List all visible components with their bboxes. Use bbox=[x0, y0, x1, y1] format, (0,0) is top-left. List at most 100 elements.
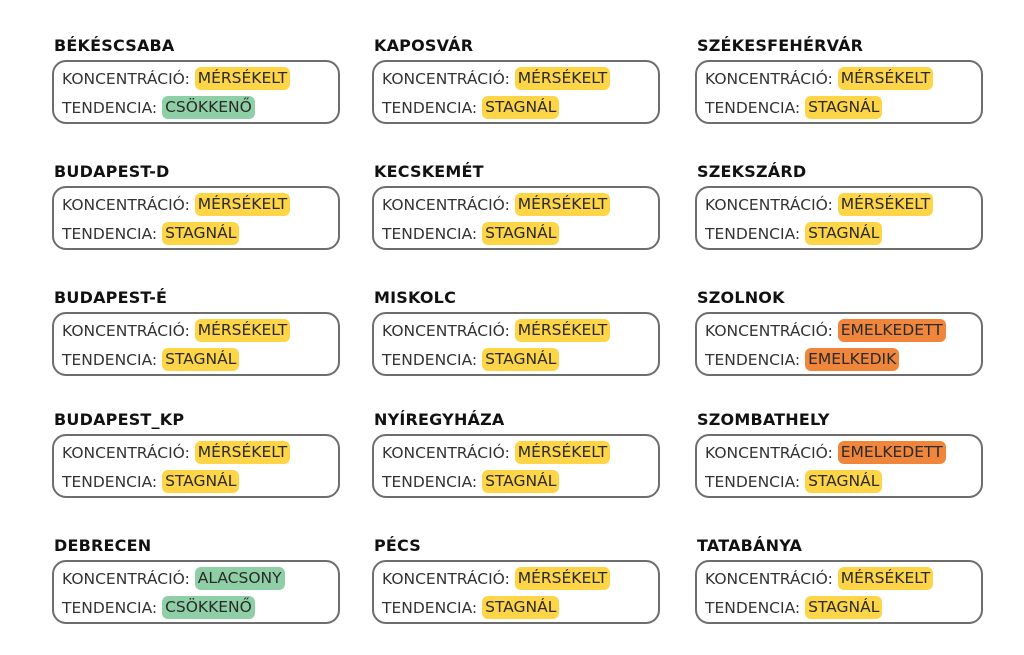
city-panel-szekszard: SZEKSZÁRD KONCENTRÁCIÓ: MÉRSÉKELT TENDENCI… bbox=[695, 162, 995, 250]
status-card: KONCENTRÁCIÓ: MÉRSÉKELT TENDENCIA: STAGNÁ… bbox=[372, 560, 660, 624]
trend-row: TENDENCIA: CSÖKKENŐ bbox=[62, 594, 338, 623]
trend-badge: STAGNÁL bbox=[162, 221, 240, 245]
city-panel-szekesfehervar: SZÉKESFEHÉRVÁR KONCENTRÁCIÓ: MÉRSÉKELT TEN… bbox=[695, 36, 995, 124]
concentration-label: KONCENTRÁCIÓ: bbox=[382, 322, 515, 340]
status-card: KONCENTRÁCIÓ: MÉRSÉKELT TENDENCIA: STAGNÁ… bbox=[695, 186, 983, 250]
concentration-row: KONCENTRÁCIÓ: MÉRSÉKELT bbox=[62, 317, 338, 346]
city-panel-budapest-kp: BUDAPEST_KP KONCENTRÁCIÓ: MÉRSÉKELT TENDEN… bbox=[52, 410, 352, 498]
trend-row: TENDENCIA: STAGNÁL bbox=[382, 94, 658, 123]
concentration-row: KONCENTRÁCIÓ: MÉRSÉKELT bbox=[382, 565, 658, 594]
trend-row: TENDENCIA: STAGNÁL bbox=[382, 594, 658, 623]
concentration-badge: MÉRSÉKELT bbox=[194, 440, 291, 464]
concentration-row: KONCENTRÁCIÓ: MÉRSÉKELT bbox=[705, 65, 981, 94]
trend-label: TENDENCIA: bbox=[382, 351, 483, 369]
city-name: MISKOLC bbox=[374, 288, 457, 307]
concentration-label: KONCENTRÁCIÓ: bbox=[62, 70, 195, 88]
status-card: KONCENTRÁCIÓ: MÉRSÉKELT TENDENCIA: STAGNÁ… bbox=[52, 312, 340, 376]
concentration-row: KONCENTRÁCIÓ: MÉRSÉKELT bbox=[382, 65, 658, 94]
city-panel-debrecen: DEBRECEN KONCENTRÁCIÓ: ALACSONY TENDENCIA:… bbox=[52, 536, 352, 624]
trend-label: TENDENCIA: bbox=[62, 99, 163, 117]
trend-badge: STAGNÁL bbox=[805, 221, 883, 245]
trend-badge: STAGNÁL bbox=[162, 347, 240, 371]
city-name: SZÉKESFEHÉRVÁR bbox=[697, 36, 864, 55]
trend-badge: STAGNÁL bbox=[482, 469, 560, 493]
concentration-label: KONCENTRÁCIÓ: bbox=[62, 196, 195, 214]
trend-row: TENDENCIA: STAGNÁL bbox=[62, 468, 338, 497]
city-panel-szombathely: SZOMBATHELY KONCENTRÁCIÓ: EMELKEDETT TENDE… bbox=[695, 410, 995, 498]
status-card: KONCENTRÁCIÓ: MÉRSÉKELT TENDENCIA: STAGNÁ… bbox=[695, 560, 983, 624]
status-card: KONCENTRÁCIÓ: MÉRSÉKELT TENDENCIA: STAGNÁ… bbox=[372, 186, 660, 250]
trend-row: TENDENCIA: CSÖKKENŐ bbox=[62, 94, 338, 123]
trend-label: TENDENCIA: bbox=[382, 99, 483, 117]
city-name: BUDAPEST-D bbox=[54, 162, 170, 181]
concentration-badge: MÉRSÉKELT bbox=[837, 192, 934, 216]
concentration-label: KONCENTRÁCIÓ: bbox=[62, 444, 195, 462]
trend-badge: STAGNÁL bbox=[482, 221, 560, 245]
city-name: SZEKSZÁRD bbox=[697, 162, 807, 181]
trend-badge: CSÖKKENŐ bbox=[162, 595, 255, 619]
city-panel-miskolc: MISKOLC KONCENTRÁCIÓ: MÉRSÉKELT TENDENCIA:… bbox=[372, 288, 672, 376]
city-panel-budapest-e: BUDAPEST-É KONCENTRÁCIÓ: MÉRSÉKELT TENDENC… bbox=[52, 288, 352, 376]
city-panel-budapest-d: BUDAPEST-D KONCENTRÁCIÓ: MÉRSÉKELT TENDENC… bbox=[52, 162, 352, 250]
city-panel-bekescsaba: BÉKÉSCSABA KONCENTRÁCIÓ: MÉRSÉKELT TENDENC… bbox=[52, 36, 352, 124]
trend-row: TENDENCIA: STAGNÁL bbox=[62, 346, 338, 375]
concentration-badge: MÉRSÉKELT bbox=[514, 66, 611, 90]
trend-badge: STAGNÁL bbox=[482, 595, 560, 619]
concentration-badge: MÉRSÉKELT bbox=[514, 440, 611, 464]
trend-row: TENDENCIA: STAGNÁL bbox=[382, 468, 658, 497]
concentration-row: KONCENTRÁCIÓ: MÉRSÉKELT bbox=[382, 191, 658, 220]
status-card: KONCENTRÁCIÓ: MÉRSÉKELT TENDENCIA: STAGNÁ… bbox=[372, 60, 660, 124]
concentration-row: KONCENTRÁCIÓ: ALACSONY bbox=[62, 565, 338, 594]
city-name: BÉKÉSCSABA bbox=[54, 36, 175, 55]
trend-badge: STAGNÁL bbox=[482, 347, 560, 371]
trend-row: TENDENCIA: STAGNÁL bbox=[705, 468, 981, 497]
concentration-label: KONCENTRÁCIÓ: bbox=[382, 570, 515, 588]
concentration-row: KONCENTRÁCIÓ: MÉRSÉKELT bbox=[62, 191, 338, 220]
concentration-badge: MÉRSÉKELT bbox=[194, 192, 291, 216]
concentration-row: KONCENTRÁCIÓ: EMELKEDETT bbox=[705, 439, 981, 468]
concentration-row: KONCENTRÁCIÓ: MÉRSÉKELT bbox=[62, 439, 338, 468]
concentration-row: KONCENTRÁCIÓ: MÉRSÉKELT bbox=[62, 65, 338, 94]
city-panel-kaposvar: KAPOSVÁR KONCENTRÁCIÓ: MÉRSÉKELT TENDENCIA… bbox=[372, 36, 672, 124]
concentration-label: KONCENTRÁCIÓ: bbox=[382, 196, 515, 214]
status-card: KONCENTRÁCIÓ: MÉRSÉKELT TENDENCIA: STAGNÁ… bbox=[372, 434, 660, 498]
status-card: KONCENTRÁCIÓ: MÉRSÉKELT TENDENCIA: STAGNÁ… bbox=[52, 186, 340, 250]
trend-label: TENDENCIA: bbox=[62, 351, 163, 369]
trend-row: TENDENCIA: STAGNÁL bbox=[62, 220, 338, 249]
concentration-label: KONCENTRÁCIÓ: bbox=[705, 570, 838, 588]
concentration-row: KONCENTRÁCIÓ: MÉRSÉKELT bbox=[382, 317, 658, 346]
trend-label: TENDENCIA: bbox=[705, 99, 806, 117]
concentration-row: KONCENTRÁCIÓ: MÉRSÉKELT bbox=[705, 565, 981, 594]
trend-label: TENDENCIA: bbox=[382, 473, 483, 491]
status-card: KONCENTRÁCIÓ: MÉRSÉKELT TENDENCIA: STAGNÁ… bbox=[372, 312, 660, 376]
trend-row: TENDENCIA: STAGNÁL bbox=[382, 346, 658, 375]
concentration-badge: MÉRSÉKELT bbox=[514, 192, 611, 216]
concentration-badge: ALACSONY bbox=[194, 566, 285, 590]
trend-row: TENDENCIA: STAGNÁL bbox=[705, 94, 981, 123]
trend-badge: STAGNÁL bbox=[482, 95, 560, 119]
concentration-label: KONCENTRÁCIÓ: bbox=[382, 444, 515, 462]
trend-row: TENDENCIA: STAGNÁL bbox=[382, 220, 658, 249]
concentration-badge: EMELKEDETT bbox=[837, 440, 946, 464]
trend-badge: STAGNÁL bbox=[805, 595, 883, 619]
concentration-badge: MÉRSÉKELT bbox=[514, 566, 611, 590]
concentration-badge: EMELKEDETT bbox=[837, 318, 946, 342]
trend-badge: STAGNÁL bbox=[162, 469, 240, 493]
concentration-badge: MÉRSÉKELT bbox=[194, 66, 291, 90]
concentration-badge: MÉRSÉKELT bbox=[837, 66, 934, 90]
trend-badge: EMELKEDIK bbox=[805, 347, 900, 371]
concentration-label: KONCENTRÁCIÓ: bbox=[62, 322, 195, 340]
status-card: KONCENTRÁCIÓ: MÉRSÉKELT TENDENCIA: STAGNÁ… bbox=[52, 434, 340, 498]
concentration-row: KONCENTRÁCIÓ: MÉRSÉKELT bbox=[705, 191, 981, 220]
status-card: KONCENTRÁCIÓ: ALACSONY TENDENCIA: CSÖKKEN… bbox=[52, 560, 340, 624]
trend-label: TENDENCIA: bbox=[705, 225, 806, 243]
trend-label: TENDENCIA: bbox=[62, 225, 163, 243]
concentration-badge: MÉRSÉKELT bbox=[194, 318, 291, 342]
trend-label: TENDENCIA: bbox=[62, 473, 163, 491]
concentration-label: KONCENTRÁCIÓ: bbox=[705, 322, 838, 340]
status-card: KONCENTRÁCIÓ: MÉRSÉKELT TENDENCIA: STAGNÁ… bbox=[695, 60, 983, 124]
concentration-label: KONCENTRÁCIÓ: bbox=[705, 70, 838, 88]
city-name: BUDAPEST_KP bbox=[54, 410, 185, 429]
trend-label: TENDENCIA: bbox=[705, 599, 806, 617]
